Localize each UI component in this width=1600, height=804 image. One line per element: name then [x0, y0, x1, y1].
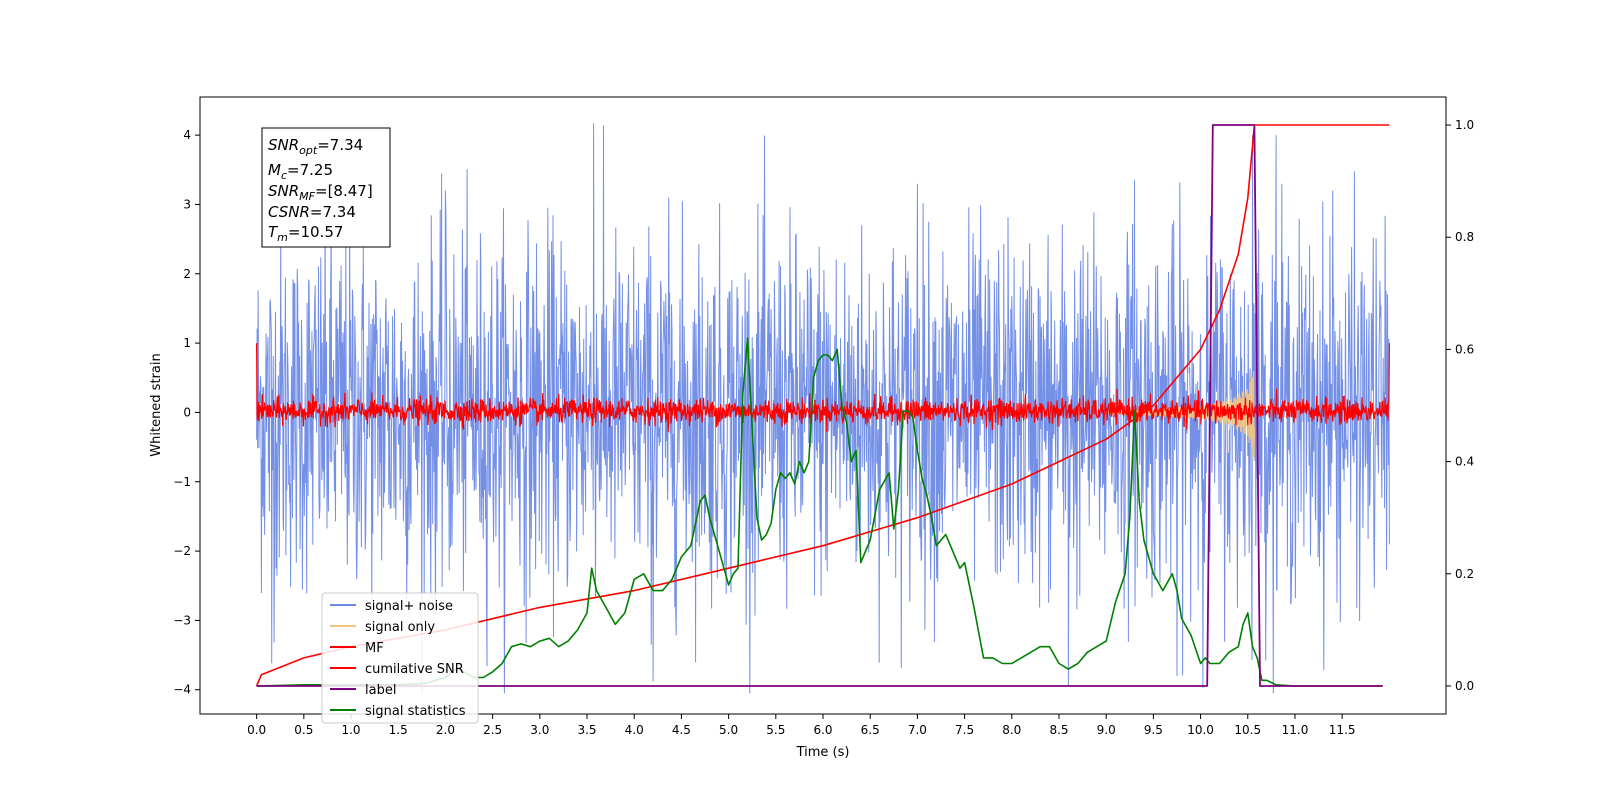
legend-entry-mf: MF: [330, 641, 384, 656]
annotation-line-snr-opt: SNRopt=7.34: [268, 136, 363, 157]
x-tick-label: 3.0: [530, 723, 549, 737]
annotation-frame: [261, 127, 391, 248]
legend-label-label: label: [365, 683, 396, 698]
y-tick-label: 1: [183, 336, 191, 350]
y-axis-label: Whitened strain: [149, 353, 164, 456]
legend-entry-signal-only: signal only: [330, 620, 435, 635]
legend-entry-cumulative-snr: cumilative SNR: [330, 662, 464, 677]
y-tick-label: −2: [173, 544, 191, 558]
y2-tick-label: 0.6: [1455, 342, 1474, 356]
annotation-line-tm: Tm=10.57: [268, 223, 343, 244]
x-tick-label: 0.5: [294, 723, 313, 737]
annotation-line-mc: Mc=7.25: [268, 161, 333, 182]
x-tick-label: 2.0: [436, 723, 455, 737]
x-tick-label: 8.5: [1049, 723, 1068, 737]
y2-tick-label: 1.0: [1455, 118, 1474, 132]
legend-label-cumulative-snr: cumilative SNR: [365, 662, 464, 677]
x-tick-label: 4.0: [625, 723, 644, 737]
series-mf-line: [256, 343, 1390, 433]
x-axis-label: Time (s): [796, 745, 850, 760]
y-tick-label: 0: [183, 405, 191, 419]
x-tick-label: 1.0: [341, 723, 360, 737]
legend-entry-signal-noise: signal+ noise: [330, 599, 453, 614]
x-tick-label: 6.5: [861, 723, 880, 737]
legend-entry-label: label: [330, 683, 396, 698]
x-tick-label: 5.5: [766, 723, 785, 737]
y2-tick-label: 0.8: [1455, 230, 1474, 244]
x-tick-label: 2.5: [483, 723, 502, 737]
y2-tick-label: 0.4: [1455, 455, 1474, 469]
x-tick-label: 6.0: [813, 723, 832, 737]
chart-legend: signal+ noise signal only MF cumilative …: [321, 592, 479, 724]
x-tick-label: 11.5: [1329, 723, 1356, 737]
y-tick-label: 2: [183, 267, 191, 281]
series-signal-noise-line: [256, 123, 1390, 694]
x-tick-label: 3.5: [577, 723, 596, 737]
y2-tick-label: 0.2: [1455, 567, 1474, 581]
legend-label-signal-only: signal only: [365, 620, 435, 635]
x-tick-label: 10.5: [1234, 723, 1261, 737]
x-tick-label: 7.0: [908, 723, 927, 737]
info-annotation-box: SNRopt=7.34 Mc=7.25 SNRMF=[8.47] CSNR=7.…: [261, 127, 391, 248]
y-tick-label: −1: [173, 475, 191, 489]
annotation-line-csnr: CSNR=7.34: [268, 203, 356, 221]
x-tick-label: 10.0: [1187, 723, 1214, 737]
x-tick-label: 5.0: [719, 723, 738, 737]
y-tick-label: −3: [173, 613, 191, 627]
y-tick-label: 3: [183, 197, 191, 211]
series-signal-statistics-line: [256, 337, 1380, 687]
legend-label-mf: MF: [365, 641, 384, 656]
x-tick-label: 9.0: [1097, 723, 1116, 737]
legend-label-signal-noise: signal+ noise: [365, 599, 453, 614]
legend-entry-signal-statistics: signal statistics: [330, 704, 466, 719]
legend-frame: [321, 592, 479, 724]
x-tick-label: 1.5: [389, 723, 408, 737]
y-tick-label: 4: [183, 128, 191, 142]
annotation-line-snr-mf: SNRMF=[8.47]: [268, 182, 373, 203]
x-tick-label: 0.0: [247, 723, 266, 737]
legend-label-signal-statistics: signal statistics: [365, 704, 466, 719]
x-tick-label: 9.5: [1144, 723, 1163, 737]
y2-tick-label: 0.0: [1455, 679, 1474, 693]
axes-layer: 0.0 0.5 1.0 1.5 2.0 2.5 3.0 3.5 4.0 4.5 5.0 5.5 6.0 6…: [173, 118, 1474, 737]
series-label-line: [256, 124, 1383, 687]
x-tick-label: 8.0: [1002, 723, 1021, 737]
y-tick-label: −4: [173, 683, 191, 697]
x-tick-label: 7.5: [955, 723, 974, 737]
x-tick-label: 4.5: [672, 723, 691, 737]
x-tick-label: 11.0: [1282, 723, 1309, 737]
